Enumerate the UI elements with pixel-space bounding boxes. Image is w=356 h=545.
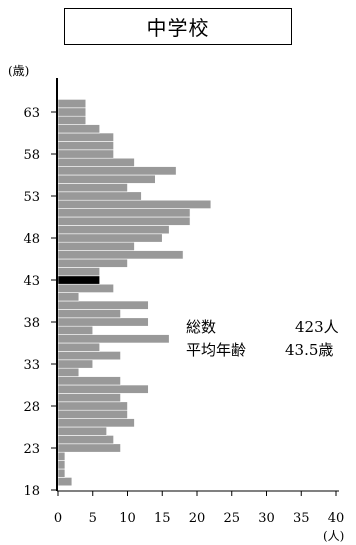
bar-age-34 xyxy=(57,351,121,361)
bar-age-31 xyxy=(57,376,121,386)
bar-age-55 xyxy=(57,174,156,184)
bar-age-21 xyxy=(57,460,66,470)
bar-age-60 xyxy=(57,132,114,142)
mean-value: 43.5歳 xyxy=(285,341,334,359)
bar-age-33 xyxy=(57,359,94,369)
total-label: 総数 xyxy=(186,318,217,336)
x-tick-label-5: 5 xyxy=(89,511,97,526)
bar-age-38 xyxy=(57,317,149,327)
bar-age-25 xyxy=(57,426,107,436)
bar-age-47 xyxy=(57,241,135,251)
x-tick-label-20: 20 xyxy=(189,511,206,526)
bar-age-24 xyxy=(57,435,114,445)
x-ticks-group: 0 5 10 15 20 25 30 35 40 xyxy=(54,491,344,526)
y-tick-label-28: 28 xyxy=(23,400,40,415)
x-tick-label-30: 30 xyxy=(258,511,275,526)
bars-group xyxy=(57,99,212,487)
x-tick-label-10: 10 xyxy=(119,511,136,526)
bar-age-59 xyxy=(57,141,114,151)
bar-age-39 xyxy=(57,309,121,319)
bar-age-41 xyxy=(57,292,80,302)
bar-age-19 xyxy=(57,477,73,487)
bar-age-64 xyxy=(57,99,87,109)
bar-age-20 xyxy=(57,468,66,478)
bar-age-30 xyxy=(57,384,149,394)
bar-age-61 xyxy=(57,124,101,134)
y-tick-label-18: 18 xyxy=(23,484,40,499)
y-axis-label: (歳) xyxy=(8,64,29,78)
chart-title: 中学校 xyxy=(146,16,210,40)
mean-label: 平均年齢 xyxy=(186,341,247,359)
bar-age-29 xyxy=(57,393,121,403)
chart-title-box: 中学校 xyxy=(64,8,292,45)
y-tick-label-53: 53 xyxy=(23,190,40,205)
bar-age-27 xyxy=(57,409,128,419)
bar-age-48 xyxy=(57,233,163,243)
bar-age-35 xyxy=(57,342,101,352)
y-tick-label-33: 33 xyxy=(23,358,40,373)
x-tick-label-0: 0 xyxy=(54,511,62,526)
x-tick-label-35: 35 xyxy=(293,511,310,526)
y-ticks-group: 18 23 28 33 38 43 48 53 58 63 xyxy=(23,106,57,499)
bar-age-42 xyxy=(57,283,114,293)
x-tick-label-15: 15 xyxy=(154,511,171,526)
bar-age-45 xyxy=(57,258,128,268)
bar-age-32 xyxy=(57,367,80,377)
bar-age-37 xyxy=(57,325,94,335)
bar-age-62 xyxy=(57,115,87,125)
y-tick-label-23: 23 xyxy=(23,442,40,457)
bar-age-51 xyxy=(57,208,191,218)
bar-age-58 xyxy=(57,149,114,159)
bar-age-36 xyxy=(57,334,170,344)
x-axis-label: (人) xyxy=(323,529,344,543)
bar-age-54 xyxy=(57,183,128,193)
bar-age-22 xyxy=(57,451,66,461)
bar-age-50 xyxy=(57,216,191,226)
bar-age-26 xyxy=(57,418,135,428)
y-tick-label-48: 48 xyxy=(23,232,40,247)
bar-age-23 xyxy=(57,443,121,453)
x-tick-label-40: 40 xyxy=(328,511,345,526)
bar-age-56 xyxy=(57,166,177,176)
bar-age-44 xyxy=(57,267,101,277)
bar-age-52 xyxy=(57,199,212,209)
bar-age-46 xyxy=(57,250,184,260)
axes-group xyxy=(56,78,339,492)
bar-age-53 xyxy=(57,191,142,201)
bar-age-49 xyxy=(57,225,170,235)
y-tick-label-58: 58 xyxy=(23,148,40,163)
y-tick-label-38: 38 xyxy=(23,316,40,331)
y-tick-label-43: 43 xyxy=(23,274,40,289)
bar-age-40 xyxy=(57,300,149,310)
bar-age-63 xyxy=(57,107,87,117)
bar-age-43 xyxy=(57,275,101,285)
y-tick-label-63: 63 xyxy=(23,106,40,121)
total-value: 423人 xyxy=(295,318,339,336)
bar-age-28 xyxy=(57,401,128,411)
bar-age-57 xyxy=(57,157,135,167)
x-tick-label-25: 25 xyxy=(223,511,240,526)
